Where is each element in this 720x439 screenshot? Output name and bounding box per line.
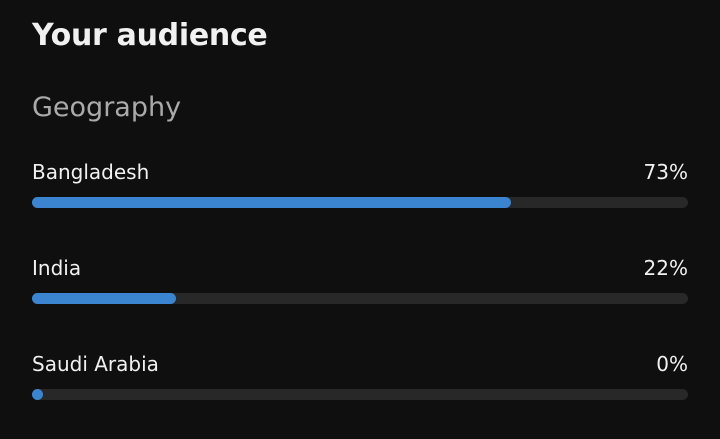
panel-title: Your audience	[32, 18, 268, 53]
bar	[32, 197, 511, 208]
section-title: Geography	[32, 92, 182, 123]
audience-row: Saudi Arabia 0%	[32, 352, 688, 412]
country-label: Bangladesh	[32, 160, 150, 184]
country-label: India	[32, 256, 82, 280]
bar	[32, 293, 177, 304]
bar	[32, 389, 43, 400]
bar-track	[32, 293, 688, 304]
value-label: 0%	[656, 352, 688, 376]
bar-track	[32, 389, 688, 400]
audience-row: Bangladesh 73%	[32, 160, 688, 220]
bar-track	[32, 197, 688, 208]
country-label: Saudi Arabia	[32, 352, 159, 376]
audience-row: India 22%	[32, 256, 688, 316]
value-label: 73%	[643, 160, 688, 184]
value-label: 22%	[643, 256, 688, 280]
